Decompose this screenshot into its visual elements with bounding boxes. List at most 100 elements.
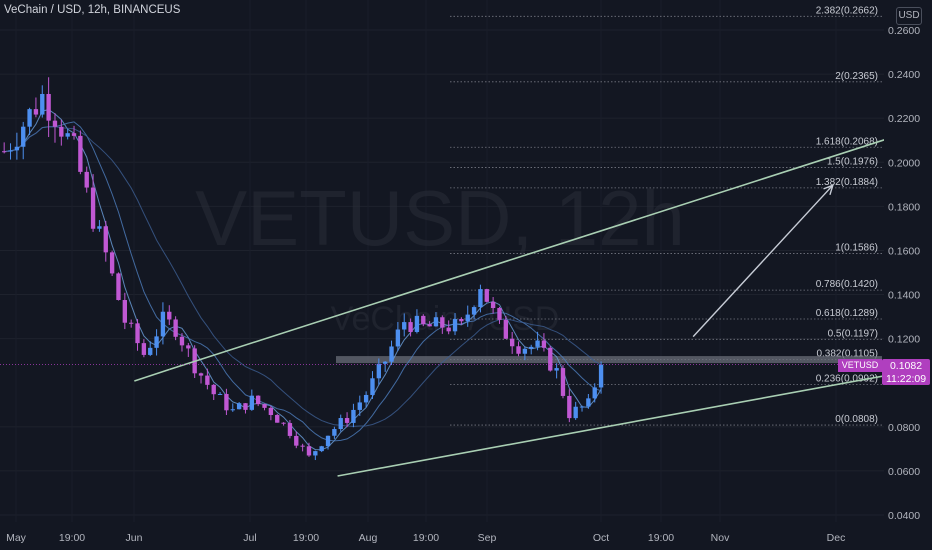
candle-body [592,387,597,399]
ma-line-4 [4,109,602,451]
candle-body [217,393,223,395]
symbol-title-text: VeChain / USD, 12h, BINANCEUS [4,4,181,16]
candle-body [154,336,159,348]
candle-body [224,393,229,411]
candle-body [357,402,362,410]
trend-drawings[interactable] [0,122,932,477]
candle-body [71,133,77,136]
candle-body [59,126,64,137]
fib-level-label: 1.618(0.2068) [816,136,878,147]
time-tick-label: May [6,532,27,544]
candle-body [471,307,477,315]
candle-body [275,415,280,423]
candle-body [52,120,58,127]
candle-body [510,338,515,347]
ma-line-9 [4,121,602,442]
candle-body [490,301,496,309]
candle-body [46,93,51,121]
fib-level-label: 2.382(0.2662) [816,5,878,16]
candle-body [351,409,356,423]
fib-level-label: 0.786(0.1420) [816,279,878,290]
fib-level-label: 2(0.2365) [835,71,878,82]
watermark-main: VETUSD, 12h [195,174,685,262]
channel-left-stub [134,368,170,382]
candle-body [383,361,388,364]
time-tick-label: Sep [478,532,497,544]
currency-button[interactable]: USD [896,7,922,25]
time-tick-label: Aug [359,532,378,544]
candle-body [8,150,13,152]
candle-body [567,395,572,419]
candle-body [141,343,147,355]
resistance-band[interactable] [336,356,882,364]
candle-body [21,126,26,147]
symbol-badge-label: VETUSD [841,359,879,370]
candle-body [211,384,216,395]
price-tick-label: 0.0600 [888,466,920,478]
candle-body [325,435,331,447]
price-tick-label: 0.2400 [888,69,920,81]
candle-body [586,398,591,407]
time-axis[interactable]: May 19:00 Jun Jul 19:00 Aug 19:00 Sep Oct 19:00 No… [6,532,845,544]
candle-body [344,418,350,423]
fib-level-label: 1.5(0.1976) [827,157,878,168]
candle-body [205,375,210,385]
candle-body [522,348,528,354]
candle-body [97,226,102,229]
candle-body [465,314,470,322]
candle-body [338,418,343,430]
candle-body [287,423,293,436]
last-price-badge: 0.1082 11:22:09 [882,358,930,385]
candle-body [249,395,254,410]
fib-level-label: 0.618(0.1289) [816,308,878,319]
price-tick-label: 0.1800 [888,201,920,213]
fib-level-label: 0.236(0.0992) [816,373,878,384]
candle-body [529,346,534,349]
symbol-title[interactable]: VeChain / USD, 12h, BINANCEUS [4,4,180,16]
candle-body [84,171,89,188]
candle-body [598,364,604,388]
fib-extension-levels[interactable]: 2.382(0.2662) 2(0.2365) 1.618(0.2068) 1.5(0… [450,5,882,426]
candle-body [408,322,413,332]
watermark-sub: VeChain / USD [331,300,560,338]
candle-body [230,409,235,411]
last-price-value: 0.1082 [889,359,923,372]
candle-body [135,323,140,344]
price-axis-bg [884,0,932,550]
candle-body [503,319,508,339]
candle-body [452,318,458,332]
candle-body [148,347,153,355]
candle-body [433,317,439,327]
price-axis[interactable]: 0.2600 0.2400 0.2200 0.2000 0.1800 0.1600 0.14… [884,0,932,550]
candle-body [516,346,521,354]
candle-body [541,340,547,348]
candle-body [122,300,127,323]
candle-body [129,322,134,324]
channel-upper-line [169,123,932,371]
candle-body [116,273,121,301]
candle-body [243,403,248,410]
time-tick-label: Nov [711,532,730,544]
candle-body [256,395,261,405]
candle-body [395,329,401,347]
price-tick-label: 0.1400 [888,290,920,302]
candle-body [560,368,566,396]
candle-body [40,93,45,115]
candle-body [402,322,407,330]
candle-body [389,346,394,362]
candle-body [363,394,369,403]
candle-body [478,289,483,308]
candle-body [370,378,375,395]
candle-body [33,109,39,115]
candle-body [376,363,381,379]
candle-body [173,319,178,337]
candle-body [579,406,585,408]
candle-body [179,336,185,346]
time-tick-label: Jul [243,532,256,544]
candle-body [14,146,20,151]
candle-body [78,135,83,172]
candle-body [109,252,115,274]
candle-body [440,317,445,328]
